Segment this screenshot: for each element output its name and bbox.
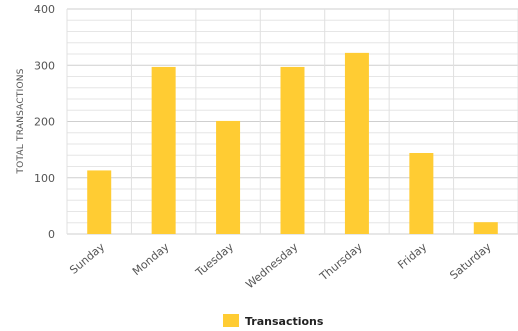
y-axis-label: TOTAL TRANSACTIONS [16,68,26,174]
bar-thursday[interactable] [344,52,369,234]
x-tick-label: Tuesday [193,240,237,280]
bar-series [87,52,498,234]
y-tick-label: 400 [34,3,55,16]
x-tick-label: Wednesday [243,240,301,291]
bar-saturday[interactable] [473,222,498,234]
y-tick-label: 0 [48,228,55,241]
x-axis-ticks: Sunday Monday Tuesday Wednesday Thursday Frid… [67,240,494,291]
y-axis-ticks: 0 100 200 300 400 [34,3,55,241]
bar-wednesday[interactable] [280,66,305,234]
bar-friday[interactable] [409,153,434,234]
x-tick-label: Saturday [447,240,494,282]
x-tick-label: Thursday [317,240,366,284]
legend-swatch-transactions [223,314,239,327]
x-tick-label: Friday [395,240,429,272]
bar-monday[interactable] [151,66,176,234]
y-tick-label: 100 [34,172,55,185]
x-tick-label: Sunday [67,240,107,277]
legend[interactable]: Transactions [223,314,324,328]
y-tick-label: 300 [34,59,55,72]
bar-tuesday[interactable] [216,120,241,234]
bar-sunday[interactable] [87,170,112,234]
x-tick-label: Monday [130,240,172,278]
y-tick-label: 200 [34,116,55,129]
legend-label-transactions: Transactions [245,315,324,328]
